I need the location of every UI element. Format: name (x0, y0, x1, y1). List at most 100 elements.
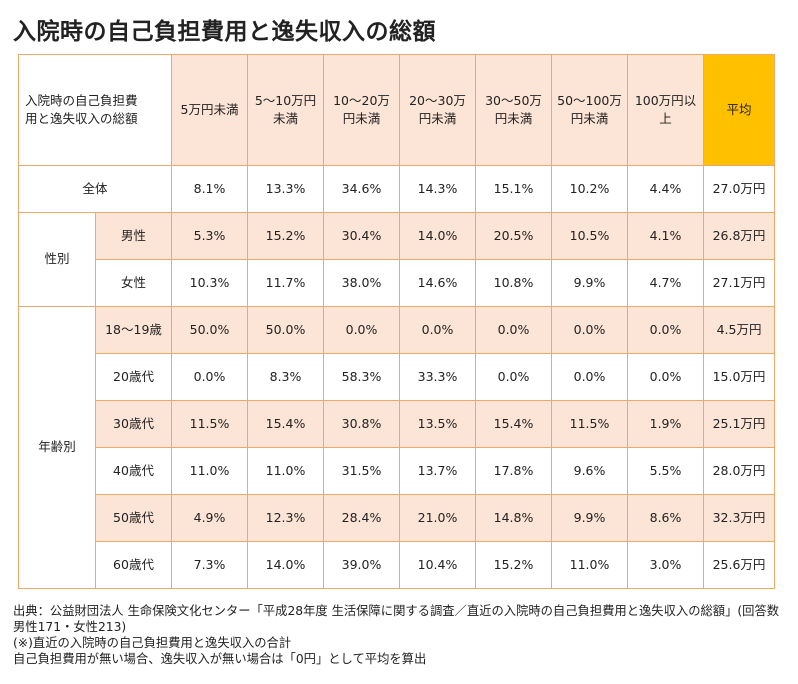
value-cell: 9.9% (551, 259, 629, 307)
value-cell: 58.3% (323, 353, 401, 401)
value-cell: 4.1% (627, 212, 705, 260)
row-label-total: 全体 (17, 165, 173, 213)
corner-label-line: 用と逸失収入の総額 (25, 111, 138, 126)
value-cell: 10.3% (171, 259, 249, 307)
row-label: 40歳代 (94, 447, 173, 495)
value-cell: 4.4% (627, 165, 705, 213)
value-cell: 12.3% (247, 494, 325, 542)
row-label: 18〜19歳 (94, 306, 173, 354)
value-cell: 38.0% (323, 259, 401, 307)
row-group-label: 性別 (18, 212, 96, 307)
value-cell: 9.6% (551, 447, 629, 495)
row-label: 20歳代 (94, 353, 173, 401)
row-label: 男性 (94, 212, 173, 260)
average-cell: 26.8万円 (703, 212, 776, 260)
value-cell: 0.0% (551, 353, 629, 401)
value-cell: 34.6% (323, 165, 401, 213)
column-header-line: 平均 (726, 101, 752, 117)
column-header-line: 30〜50万 (485, 92, 542, 108)
value-cell: 0.0% (323, 306, 401, 354)
value-cell: 30.4% (323, 212, 401, 260)
average-cell: 25.6万円 (703, 541, 776, 589)
value-cell: 0.0% (399, 306, 477, 354)
value-cell: 0.0% (627, 306, 705, 354)
value-cell: 33.3% (399, 353, 477, 401)
column-header: 50〜100万 円未満 (551, 54, 629, 166)
value-cell: 3.0% (627, 541, 705, 589)
value-cell: 5.5% (627, 447, 705, 495)
average-cell: 28.0万円 (703, 447, 776, 495)
column-header-line: 100万円以 (634, 92, 697, 108)
value-cell: 0.0% (475, 353, 553, 401)
row-label: 女性 (94, 259, 173, 307)
value-cell: 17.8% (475, 447, 553, 495)
value-cell: 39.0% (323, 541, 401, 589)
value-cell: 8.6% (627, 494, 705, 542)
value-cell: 5.3% (171, 212, 249, 260)
value-cell: 0.0% (475, 306, 553, 354)
value-cell: 9.9% (551, 494, 629, 542)
row-label: 30歳代 (94, 400, 173, 448)
value-cell: 11.0% (551, 541, 629, 589)
value-cell: 50.0% (247, 306, 325, 354)
value-cell: 7.3% (171, 541, 249, 589)
value-cell: 28.4% (323, 494, 401, 542)
value-cell: 13.7% (399, 447, 477, 495)
corner-header: 入院時の自己負担費 用と逸失収入の総額 (17, 54, 173, 166)
value-cell: 21.0% (399, 494, 477, 542)
footnotes: 出典：公益財団法人 生命保険文化センター「平成28年度 生活保障に関する調査／直… (13, 603, 788, 667)
value-cell: 8.3% (247, 353, 325, 401)
value-cell: 13.3% (247, 165, 325, 213)
column-header: 10〜20万 円未満 (323, 54, 401, 166)
column-header-line: 円未満 (342, 111, 381, 126)
value-cell: 15.4% (475, 400, 553, 448)
column-header-line: 未満 (273, 111, 299, 126)
table-row: 40歳代 11.0% 11.0% 31.5% 13.7% 17.8% 9.6% 5.5% 28.… (19, 447, 776, 495)
table-row: 20歳代 0.0% 8.3% 58.3% 33.3% 0.0% 0.0% 0.0% 15.0万円 (19, 353, 776, 401)
value-cell: 15.2% (475, 541, 553, 589)
value-cell: 11.5% (551, 400, 629, 448)
value-cell: 50.0% (171, 306, 249, 354)
value-cell: 4.7% (627, 259, 705, 307)
footnote-source: 出典：公益財団法人 生命保険文化センター「平成28年度 生活保障に関する調査／直… (13, 604, 780, 634)
column-header: 5〜10万円 未満 (247, 54, 325, 166)
value-cell: 10.5% (551, 212, 629, 260)
column-header: 100万円以上 (627, 54, 705, 166)
table-row: 30歳代 11.5% 15.4% 30.8% 13.5% 15.4% 11.5% 1.9% 25… (19, 400, 776, 448)
column-header-line: 円未満 (494, 111, 533, 126)
average-cell: 15.0万円 (703, 353, 776, 401)
value-cell: 11.7% (247, 259, 325, 307)
value-cell: 14.8% (475, 494, 553, 542)
column-header-line: 5万円未満 (180, 101, 239, 117)
column-header-line: 上 (659, 111, 672, 126)
value-cell: 11.0% (171, 447, 249, 495)
column-header-line: 10〜20万 (333, 92, 390, 108)
value-cell: 20.5% (475, 212, 553, 260)
value-cell: 14.3% (399, 165, 477, 213)
column-header: 30〜50万 円未満 (475, 54, 553, 166)
footnote-method: 自己負担費用が無い場合、逸失収入が無い場合は「0円」として平均を算出 (13, 652, 427, 666)
value-cell: 15.4% (247, 400, 325, 448)
average-cell: 4.5万円 (703, 306, 776, 354)
value-cell: 31.5% (323, 447, 401, 495)
value-cell: 15.1% (475, 165, 553, 213)
row-label: 50歳代 (94, 494, 173, 542)
table-row: 全体 8.1% 13.3% 34.6% 14.3% 15.1% 10.2% 4.4% 27.0万… (17, 165, 776, 213)
column-header-line: 円未満 (418, 111, 457, 126)
table-row: 50歳代 4.9% 12.3% 28.4% 21.0% 14.8% 9.9% 8.6% 32.3… (19, 494, 776, 542)
table-row: 年齢別 18〜19歳 50.0% 50.0% 0.0% 0.0% 0.0% 0.0% 0.0% 4… (18, 306, 776, 589)
value-cell: 11.5% (171, 400, 249, 448)
value-cell: 10.4% (399, 541, 477, 589)
table-row: 60歳代 7.3% 14.0% 39.0% 10.4% 15.2% 11.0% 3.0% 25.… (19, 541, 776, 589)
column-header: 20〜30万 円未満 (399, 54, 477, 166)
corner-label-line: 入院時の自己負担費 (25, 92, 138, 108)
header-row: 入院時の自己負担費 用と逸失収入の総額 5万円未満 5〜10万円 未満 10〜20… (17, 54, 776, 166)
column-header: 5万円未満 (171, 54, 249, 166)
row-label: 60歳代 (94, 541, 173, 589)
row-group-label: 年齢別 (18, 306, 96, 589)
column-header-line: 円未満 (570, 111, 609, 126)
page-title: 入院時の自己負担費用と逸失収入の総額 (13, 19, 436, 45)
value-cell: 30.8% (323, 400, 401, 448)
table-row: 性別 男性 5.3% 15.2% 30.4% 14.0% 20.5% 10.5% 4.1% 26.… (18, 212, 776, 307)
value-cell: 1.9% (627, 400, 705, 448)
